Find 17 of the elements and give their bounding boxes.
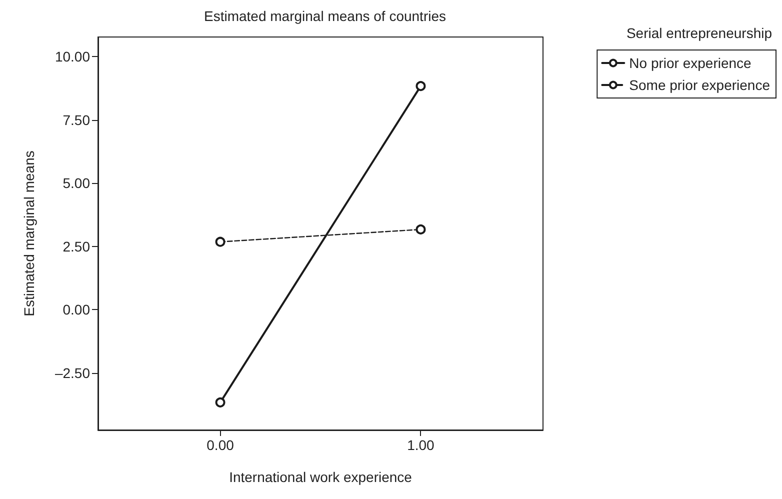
y-tick-label: 10.00 bbox=[54, 48, 90, 65]
x-axis-title: International work experience bbox=[229, 469, 412, 485]
y-tick-label: 0.00 bbox=[62, 302, 90, 318]
legend-label: No prior experience bbox=[629, 55, 752, 71]
x-tick-label: 1.00 bbox=[407, 437, 435, 453]
legend-title: Serial entrepreneurship bbox=[626, 25, 772, 41]
chart-title: Estimated marginal means of countries bbox=[204, 8, 446, 24]
y-tick-label: 5.00 bbox=[62, 175, 90, 192]
point bbox=[215, 397, 226, 408]
legend-label: Some prior experience bbox=[629, 77, 770, 93]
y-axis-title: Estimated marginal means bbox=[21, 150, 37, 316]
y-tick-label: –2.50 bbox=[54, 364, 90, 381]
point bbox=[416, 81, 426, 92]
y-tick-label: 7.50 bbox=[62, 112, 90, 128]
point bbox=[215, 236, 226, 247]
point bbox=[416, 224, 426, 234]
y-tick-label: 2.50 bbox=[62, 238, 90, 254]
